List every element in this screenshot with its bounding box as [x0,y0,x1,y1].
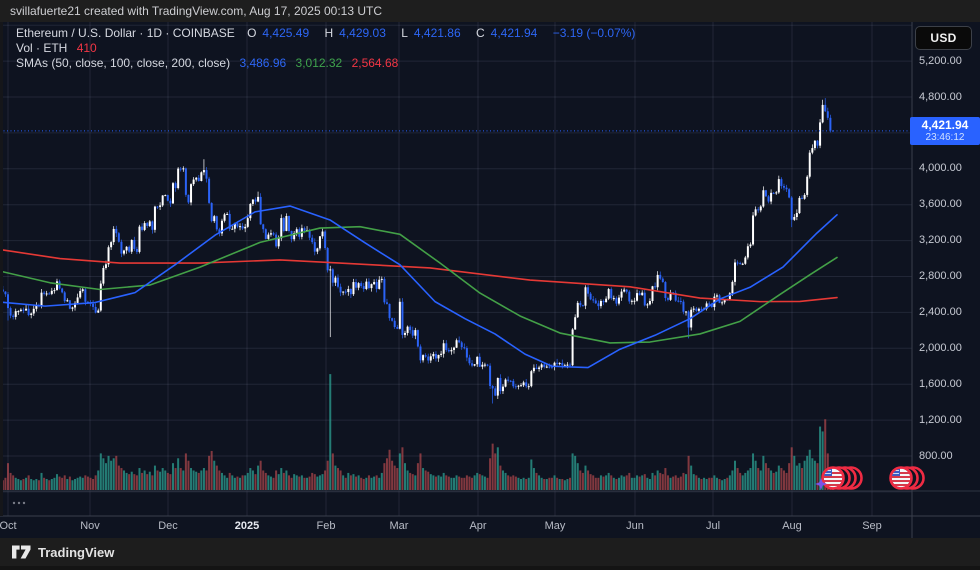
time-axis-label: Feb [316,520,336,532]
time-axis-label: Apr [469,520,487,532]
sma50-value: 3,486.96 [239,56,287,70]
price-axis-label: 1,600.00 [919,377,962,390]
price-axis-label: 3,200.00 [919,234,962,247]
price-axis-label: 4,000.00 [919,162,962,175]
price-axis-label: 4,800.00 [919,90,962,103]
time-axis-label: Nov [80,520,100,532]
time-axis-label: Aug [782,520,802,532]
footer-bar: TradingView [0,538,980,570]
tradingview-brand-text[interactable]: TradingView [38,544,115,560]
price-axis-label: 5,200.00 [919,54,962,67]
time-axis-label: Jun [626,520,644,532]
tradingview-logo-icon[interactable] [12,544,31,560]
sma-legend-row[interactable]: SMAs (50, close, 100, close, 200, close)… [16,56,641,70]
price-axis[interactable]: 5,200.00 4,800.00 4,000.00 3,600.00 3,200.00… [912,22,980,516]
low-label: L 4,421.86 [401,26,461,40]
bar-countdown: 23:46:12 [925,132,965,143]
sma-label: SMAs (50, close, 100, close, 200, close) [16,56,231,70]
time-axis-label: Dec [158,520,178,532]
volume-label: Vol · ETH [16,41,68,55]
close-label: C 4,421.94 [475,26,538,40]
time-axis-label: Sep [862,520,882,532]
volume-legend-row[interactable]: Vol · ETH 410 [16,41,641,55]
symbol-legend-row[interactable]: Ethereum / U.S. Dollar · 1D · COINBASE O… [16,26,641,40]
sma100-value: 3,012.32 [295,56,343,70]
low-value: 4,421.86 [413,26,461,40]
attribution-bar: svillafuerte21 created with TradingView.… [0,0,980,22]
high-label: H 4,429.03 [324,26,386,40]
time-axis-label: 2025 [234,520,260,532]
price-axis-label: 800.00 [919,449,953,462]
last-price-value: 4,421.94 [921,118,969,132]
volume-value: 410 [76,41,97,55]
time-axis-label: Jul [705,520,721,532]
price-axis-label: 2,000.00 [919,341,962,354]
close-value: 4,421.94 [490,26,538,40]
chart-legend: Ethereum / U.S. Dollar · 1D · COINBASE O… [16,26,641,71]
time-axis[interactable]: Oct Nov Dec 2025 Feb Mar Apr May Jun Jul Aug Sep [0,517,980,538]
open-label: O 4,425.49 [247,26,310,40]
price-axis-label: 2,400.00 [919,305,962,318]
attribution-text: svillafuerte21 created with TradingView.… [10,4,382,18]
time-axis-label: May [544,520,566,532]
sma200-value: 2,564.68 [351,56,399,70]
time-axis-label: Mar [389,520,409,532]
currency-toggle-button[interactable]: USD [915,26,972,50]
price-axis-label: 2,800.00 [919,270,962,282]
change-value: −3.19 (−0.07%) [552,26,636,40]
us-flag-sticker[interactable] [821,466,845,490]
last-price-badge: 4,421.94 23:46:12 [910,117,980,145]
us-flag-sticker[interactable] [889,466,913,490]
price-axis-label: 1,200.00 [919,413,962,426]
open-value: 4,425.49 [262,26,310,40]
high-value: 4,429.03 [339,26,386,40]
time-axis-label: Oct [0,520,17,532]
chart-left-edge [0,22,3,516]
price-axis-label: 3,600.00 [919,198,962,211]
symbol-title: Ethereum / U.S. Dollar · 1D · COINBASE [16,26,235,40]
